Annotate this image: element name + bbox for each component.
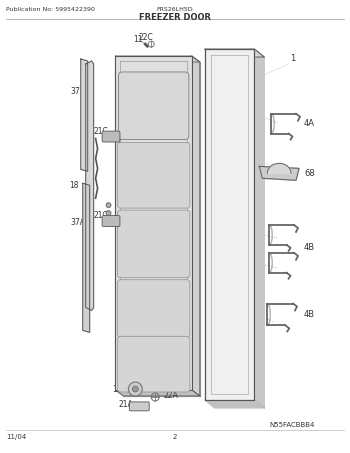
Text: 37: 37 xyxy=(71,87,80,96)
Text: 4B: 4B xyxy=(304,243,315,252)
Polygon shape xyxy=(124,62,200,396)
Text: 22C: 22C xyxy=(138,33,153,47)
Text: 21C: 21C xyxy=(94,211,108,220)
Text: Publication No: 5995422390: Publication No: 5995422390 xyxy=(6,7,95,12)
Circle shape xyxy=(106,211,111,216)
Polygon shape xyxy=(116,390,200,396)
Polygon shape xyxy=(205,49,264,57)
FancyBboxPatch shape xyxy=(118,336,190,392)
Circle shape xyxy=(106,202,111,207)
Polygon shape xyxy=(259,166,299,180)
Text: FRS26LH5D: FRS26LH5D xyxy=(157,7,193,12)
Polygon shape xyxy=(267,164,291,173)
Polygon shape xyxy=(81,59,88,171)
FancyBboxPatch shape xyxy=(118,280,190,337)
Text: FREEZER DOOR: FREEZER DOOR xyxy=(139,13,211,22)
Text: 11: 11 xyxy=(133,35,143,43)
Text: 21C: 21C xyxy=(94,126,108,135)
Text: 21A: 21A xyxy=(118,400,133,409)
Text: 4A: 4A xyxy=(304,119,315,128)
Text: 68: 68 xyxy=(304,169,315,178)
Polygon shape xyxy=(205,49,254,400)
Polygon shape xyxy=(205,400,264,408)
FancyBboxPatch shape xyxy=(102,216,120,226)
Polygon shape xyxy=(86,61,94,310)
Text: 4B: 4B xyxy=(304,310,315,319)
FancyBboxPatch shape xyxy=(118,210,190,278)
FancyBboxPatch shape xyxy=(102,131,120,142)
Text: N55FACBBB4: N55FACBBB4 xyxy=(269,422,315,428)
Text: 37A: 37A xyxy=(71,218,86,227)
Text: 1: 1 xyxy=(290,54,295,63)
FancyBboxPatch shape xyxy=(118,72,189,140)
Polygon shape xyxy=(254,49,264,408)
Polygon shape xyxy=(116,56,200,62)
Polygon shape xyxy=(116,56,192,390)
FancyBboxPatch shape xyxy=(130,402,149,411)
Circle shape xyxy=(132,386,138,392)
Polygon shape xyxy=(83,183,90,333)
FancyBboxPatch shape xyxy=(118,143,190,208)
Text: 13A: 13A xyxy=(112,385,127,394)
Text: 2: 2 xyxy=(173,434,177,440)
Text: 11/04: 11/04 xyxy=(6,434,27,440)
Text: 18: 18 xyxy=(69,181,78,190)
Text: 22A: 22A xyxy=(163,391,178,400)
Polygon shape xyxy=(192,56,200,396)
Circle shape xyxy=(128,382,142,396)
